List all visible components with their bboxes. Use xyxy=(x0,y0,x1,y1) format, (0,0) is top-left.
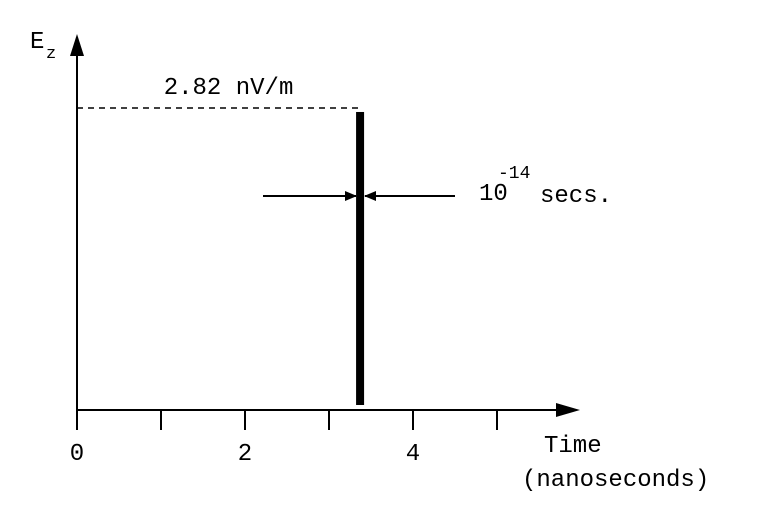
x-label-unit: (nanoseconds) xyxy=(522,467,709,494)
pulse xyxy=(356,111,365,405)
width-unit: secs. xyxy=(540,183,612,210)
x-tick-label: 2 xyxy=(238,441,252,468)
width-exponent: -14 xyxy=(498,164,530,184)
x-tick-label: 4 xyxy=(406,441,420,468)
value-label: 2.82 nV/m xyxy=(164,75,294,102)
width-base: 10 xyxy=(479,181,508,208)
x-tick-label: 0 xyxy=(70,441,84,468)
x-label: Time xyxy=(544,433,602,460)
x-axis-arrow xyxy=(556,403,580,417)
y-label-subscript: z xyxy=(46,45,56,64)
y-label: E xyxy=(30,29,44,56)
y-axis-arrow xyxy=(70,34,84,56)
